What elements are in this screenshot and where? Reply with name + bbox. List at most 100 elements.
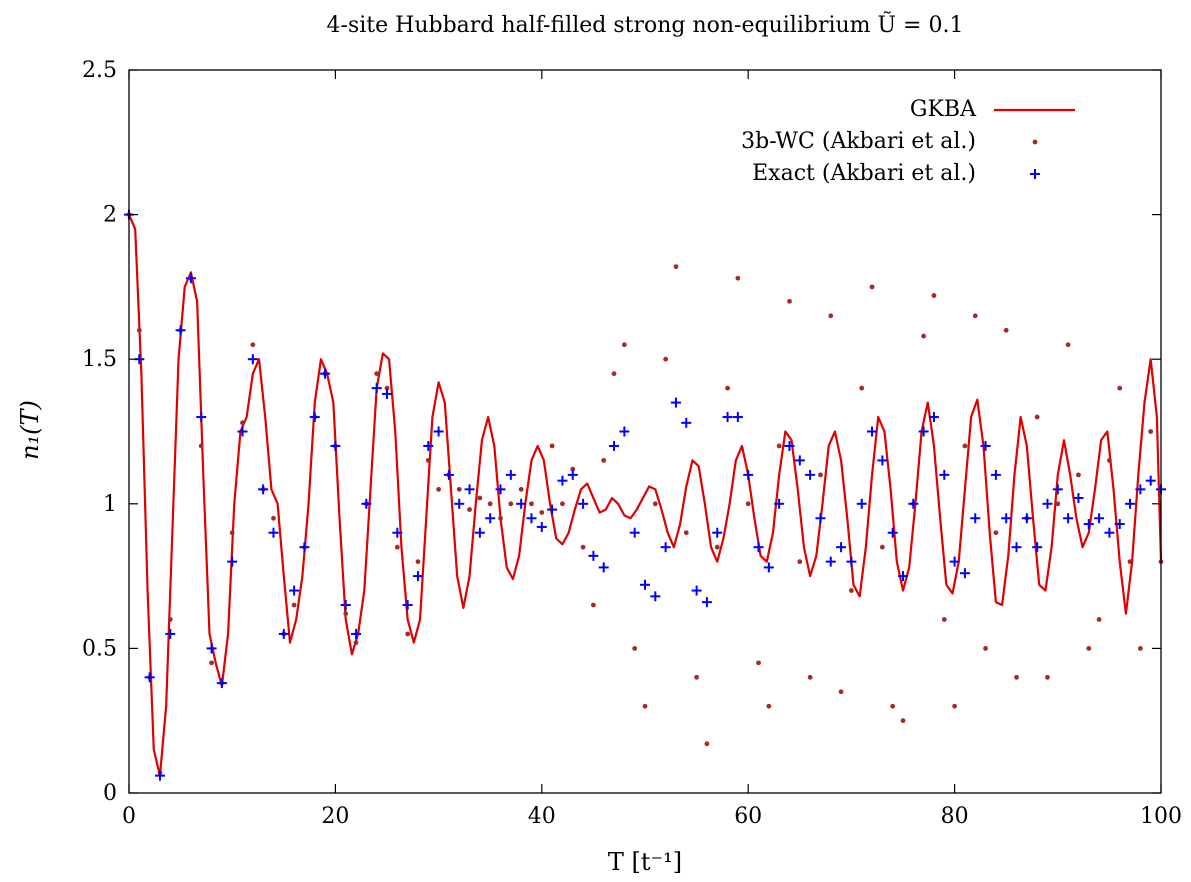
wc-data-point bbox=[508, 501, 514, 507]
wc-data-point bbox=[394, 544, 400, 550]
y-tick-label: 0.5 bbox=[82, 636, 117, 661]
wc-data-point bbox=[869, 284, 875, 290]
exact-data-point bbox=[1083, 519, 1094, 530]
wc-data-point bbox=[900, 718, 906, 724]
y-tick-label: 0 bbox=[103, 781, 117, 806]
wc-data-point bbox=[983, 646, 988, 651]
plot-area bbox=[124, 209, 1166, 781]
exact-data-point bbox=[351, 628, 362, 639]
exact-data-point bbox=[1073, 493, 1084, 504]
wc-data-point bbox=[436, 486, 441, 492]
exact-data-point bbox=[970, 513, 981, 524]
wc-data-point bbox=[931, 293, 937, 298]
legend-label-gkba: GKBA bbox=[910, 97, 977, 122]
exact-data-point bbox=[753, 542, 764, 553]
exact-data-point bbox=[268, 527, 279, 538]
exact-data-point bbox=[330, 440, 341, 451]
exact-data-point bbox=[216, 678, 227, 689]
exact-data-point bbox=[165, 628, 176, 639]
exact-data-point bbox=[588, 550, 599, 561]
wc-data-point bbox=[621, 342, 627, 348]
wc-data-point bbox=[209, 660, 214, 666]
wc-data-point bbox=[167, 617, 173, 622]
exact-data-point bbox=[423, 440, 434, 451]
exact-data-point bbox=[825, 556, 836, 567]
exact-data-point bbox=[278, 628, 289, 639]
wc-data-point bbox=[1045, 674, 1050, 680]
exact-data-point bbox=[1145, 475, 1156, 486]
wc-data-point bbox=[683, 530, 689, 536]
wc-data-point bbox=[921, 333, 927, 339]
wc-data-point bbox=[405, 631, 411, 637]
exact-data-point bbox=[598, 562, 609, 573]
wc-data-point bbox=[1117, 385, 1123, 391]
exact-data-point bbox=[836, 542, 847, 553]
exact-data-point bbox=[856, 498, 867, 509]
axes-layer: 0 20 40 60 80 100 0 0.5 1 1.5 2 2.5 bbox=[82, 58, 1182, 829]
exact-data-point bbox=[454, 498, 465, 509]
y-tick-label: 2.5 bbox=[82, 58, 117, 83]
x-tick-label: 20 bbox=[321, 804, 349, 829]
wc-data-point bbox=[601, 458, 607, 463]
exact-data-point bbox=[392, 527, 403, 538]
x-axis-label: T [t⁻¹] bbox=[608, 848, 682, 876]
wc-data-point bbox=[632, 646, 638, 651]
exact-data-point bbox=[640, 579, 650, 590]
x-tick-label: 100 bbox=[1140, 804, 1182, 829]
wc-data-point bbox=[611, 371, 617, 377]
exact-data-point bbox=[1032, 542, 1043, 553]
y-tick-label: 2 bbox=[103, 203, 117, 228]
wc-data-point bbox=[859, 385, 865, 391]
exact-data-point bbox=[144, 672, 155, 683]
exact-data-point bbox=[877, 455, 888, 466]
exact-data-point bbox=[237, 426, 248, 437]
exact-data-point bbox=[567, 469, 578, 480]
wc-data-point bbox=[374, 371, 380, 377]
exact-data-point bbox=[526, 513, 537, 524]
gkba-series-line bbox=[127, 214, 1163, 777]
exact-data-point bbox=[939, 469, 950, 480]
exact-data-point bbox=[908, 498, 919, 509]
exact-data-point bbox=[196, 412, 207, 423]
exact-data-point bbox=[784, 440, 795, 451]
wc-data-point bbox=[714, 544, 720, 550]
y-axis-label: n₁(T) bbox=[16, 400, 44, 460]
exact-data-point bbox=[443, 469, 454, 480]
wc-data-point bbox=[818, 472, 823, 478]
exact-data-point bbox=[485, 513, 496, 524]
wc-data-point bbox=[952, 703, 957, 709]
wc-data-point bbox=[879, 544, 885, 550]
wc-data-point bbox=[415, 559, 421, 565]
exact-data-point bbox=[743, 469, 754, 480]
exact-data-point bbox=[433, 426, 444, 437]
x-tick-label: 60 bbox=[734, 804, 762, 829]
exact-data-point bbox=[629, 527, 640, 538]
wc-data-point bbox=[198, 443, 204, 449]
wc-data-point bbox=[136, 327, 142, 333]
wc-data-point bbox=[828, 313, 834, 319]
wc-data-point bbox=[797, 559, 803, 565]
exact-data-point bbox=[1063, 513, 1074, 524]
wc-data-point bbox=[425, 458, 431, 463]
exact-data-point bbox=[185, 273, 196, 284]
exact-data-point bbox=[980, 440, 991, 451]
wc-data-point bbox=[972, 313, 978, 319]
wc-data-point bbox=[343, 611, 349, 617]
exact-data-point bbox=[887, 527, 898, 538]
exact-data-point bbox=[670, 397, 681, 408]
wc-data-point bbox=[993, 530, 999, 536]
exact-data-point bbox=[928, 412, 939, 423]
exact-data-point bbox=[1021, 513, 1032, 524]
exact-data-point bbox=[258, 484, 269, 495]
exact-data-point bbox=[227, 556, 238, 567]
exact-data-point bbox=[1094, 513, 1105, 524]
exact-data-point bbox=[474, 527, 485, 538]
exact-data-point bbox=[959, 568, 970, 579]
exact-data-point bbox=[1135, 484, 1146, 495]
wc-data-point bbox=[549, 443, 555, 449]
gkba-line-layer bbox=[127, 214, 1163, 777]
exact-data-point bbox=[1125, 498, 1136, 509]
wc-data-point bbox=[1137, 646, 1143, 651]
exact-data-point bbox=[309, 412, 320, 423]
exact-data-point bbox=[412, 571, 423, 582]
